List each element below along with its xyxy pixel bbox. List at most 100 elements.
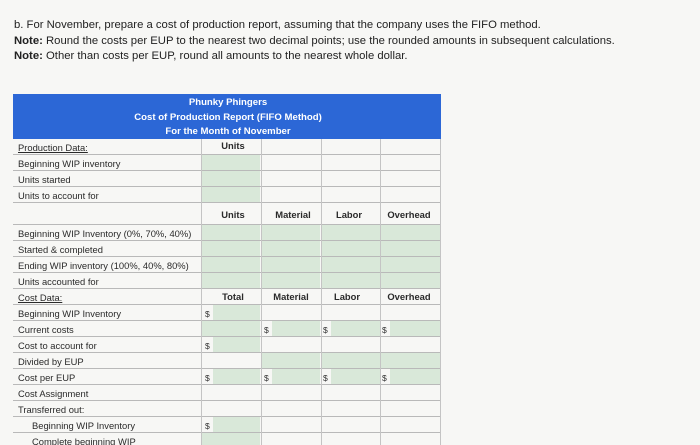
currency-symbol: $ [323, 325, 328, 335]
currency-symbol: $ [205, 341, 210, 351]
currency-symbol: $ [382, 325, 387, 335]
column-divider [380, 139, 381, 445]
total-input-cell[interactable] [213, 337, 260, 352]
report-title: Cost of Production Report (FIFO Method) [134, 112, 322, 123]
overhead-input-cell[interactable] [381, 257, 440, 272]
labor-input-cell[interactable] [322, 241, 380, 256]
units-input-cell[interactable] [202, 241, 260, 256]
divider [13, 186, 441, 187]
table-row: Current costs $ $ $ [13, 321, 441, 337]
note-rounding-other: Note: Other than costs per EUP, round al… [14, 49, 690, 65]
column-divider [201, 139, 202, 445]
overhead-input-cell[interactable] [381, 273, 440, 288]
row-label: Cost per EUP [18, 372, 76, 383]
cost-data-header-row: Cost Data: Total Material Labor Overhead [13, 289, 441, 305]
production-data-label: Production Data: [18, 142, 88, 153]
row-label: Beginning WIP inventory [18, 158, 121, 169]
units-input-cell[interactable] [202, 171, 260, 186]
row-label: Beginning WIP Inventory (0%, 70%, 40%) [18, 228, 192, 239]
material-input-cell[interactable] [272, 321, 320, 336]
instructions: b. For November, prepare a cost of produ… [14, 18, 690, 65]
material-input-cell[interactable] [262, 241, 320, 256]
currency-symbol: $ [205, 309, 210, 319]
row-label: Ending WIP inventory (100%, 40%, 80%) [18, 260, 189, 271]
overhead-input-cell[interactable] [381, 225, 440, 240]
total-input-cell[interactable] [213, 369, 260, 384]
column-header: Total [222, 291, 244, 302]
units-input-cell[interactable] [202, 257, 260, 272]
row-label: Beginning WIP Inventory [32, 420, 136, 431]
divider [13, 224, 441, 225]
production-data-row: Production Data: Units [13, 139, 441, 155]
currency-symbol: $ [264, 325, 269, 335]
table-row: Units accounted for [13, 273, 441, 289]
table-row: Cost Assignment [13, 385, 441, 401]
material-input-cell[interactable] [262, 273, 320, 288]
column-divider [440, 139, 441, 445]
divider [13, 170, 441, 171]
note-label: Note: [14, 34, 43, 47]
divider [13, 384, 441, 385]
table-row: Started & completed [13, 241, 441, 257]
material-input-cell[interactable] [262, 353, 320, 368]
overhead-input-cell[interactable] [381, 241, 440, 256]
note-label: Note: [14, 50, 43, 62]
labor-input-cell[interactable] [331, 369, 380, 384]
row-label: Complete beginning WIP [32, 436, 136, 445]
units-header: Units [221, 140, 245, 151]
total-input-cell[interactable] [213, 305, 260, 320]
labor-input-cell[interactable] [331, 321, 380, 336]
instruction-line: b. For November, prepare a cost of produ… [14, 19, 541, 31]
divider [13, 320, 441, 321]
divider [13, 240, 441, 241]
row-label: Units accounted for [18, 276, 99, 287]
column-header: Labor [335, 209, 363, 220]
divider [13, 432, 441, 433]
row-label: Divided by EUP [18, 356, 84, 367]
note-rounding-eup: Note: Round the costs per EUP to the nea… [14, 34, 690, 50]
material-input-cell[interactable] [262, 225, 320, 240]
table-row: Ending WIP inventory (100%, 40%, 80%) [13, 257, 441, 273]
cost-of-production-report: Phunky Phingers Cost of Production Repor… [13, 94, 441, 445]
column-header: Overhead [387, 291, 431, 302]
labor-input-cell[interactable] [322, 273, 380, 288]
divider [13, 400, 441, 401]
column-header: Material [275, 209, 311, 220]
divider [13, 352, 441, 353]
labor-input-cell[interactable] [322, 225, 380, 240]
divider [13, 416, 441, 417]
column-divider [321, 139, 322, 445]
units-input-cell[interactable] [202, 187, 260, 202]
note-text: Other than costs per EUP, round all amou… [42, 50, 408, 62]
cost-data-label: Cost Data: [18, 292, 63, 303]
eup-header-row: Units Material Labor Overhead [13, 205, 441, 225]
total-input-cell[interactable] [213, 417, 260, 432]
overhead-input-cell[interactable] [390, 321, 440, 336]
units-input-cell[interactable] [202, 155, 260, 170]
table-row: Beginning WIP Inventory (0%, 70%, 40%) [13, 225, 441, 241]
table-row: Beginning WIP Inventory $ [13, 417, 441, 433]
units-input-cell[interactable] [202, 225, 260, 240]
company-name: Phunky Phingers [188, 97, 268, 108]
divider [13, 272, 441, 273]
row-label: Current costs [18, 324, 74, 335]
currency-symbol: $ [264, 373, 269, 383]
total-input-cell[interactable] [202, 321, 260, 336]
row-label: Transferred out: [18, 404, 85, 415]
row-label: Units started [18, 174, 71, 185]
table-row: Beginning WIP Inventory $ [13, 305, 441, 321]
total-input-cell[interactable] [202, 433, 260, 445]
overhead-input-cell[interactable] [381, 353, 440, 368]
labor-input-cell[interactable] [322, 353, 380, 368]
divider [13, 368, 441, 369]
labor-input-cell[interactable] [322, 257, 380, 272]
table-row: Divided by EUP [13, 353, 441, 369]
divider [13, 202, 441, 203]
units-input-cell[interactable] [202, 273, 260, 288]
row-label: Beginning WIP Inventory [18, 308, 122, 319]
material-input-cell[interactable] [272, 369, 320, 384]
divider [13, 256, 441, 257]
table-row: Cost to account for $ [13, 337, 441, 353]
overhead-input-cell[interactable] [390, 369, 440, 384]
material-input-cell[interactable] [262, 257, 320, 272]
